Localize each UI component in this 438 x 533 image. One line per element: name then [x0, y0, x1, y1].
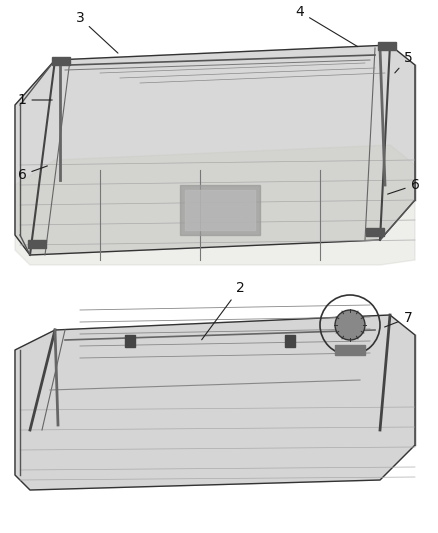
Text: 7: 7	[385, 311, 412, 327]
Text: 4: 4	[296, 5, 357, 46]
Bar	[125, 335, 135, 347]
Polygon shape	[15, 45, 415, 255]
Polygon shape	[15, 315, 415, 490]
Circle shape	[335, 310, 365, 340]
Bar	[378, 42, 396, 50]
Text: 2: 2	[201, 281, 244, 340]
Bar	[52, 57, 70, 65]
Polygon shape	[15, 145, 415, 265]
Bar	[180, 185, 260, 235]
Text: 1: 1	[18, 93, 52, 107]
Text: 6: 6	[388, 178, 420, 194]
Bar	[335, 345, 365, 355]
Text: 5: 5	[395, 51, 412, 73]
Bar	[28, 240, 46, 248]
Text: 6: 6	[18, 166, 47, 182]
Bar	[285, 335, 295, 347]
Bar	[366, 228, 384, 236]
Bar	[185, 190, 255, 230]
Text: 3: 3	[76, 11, 118, 53]
